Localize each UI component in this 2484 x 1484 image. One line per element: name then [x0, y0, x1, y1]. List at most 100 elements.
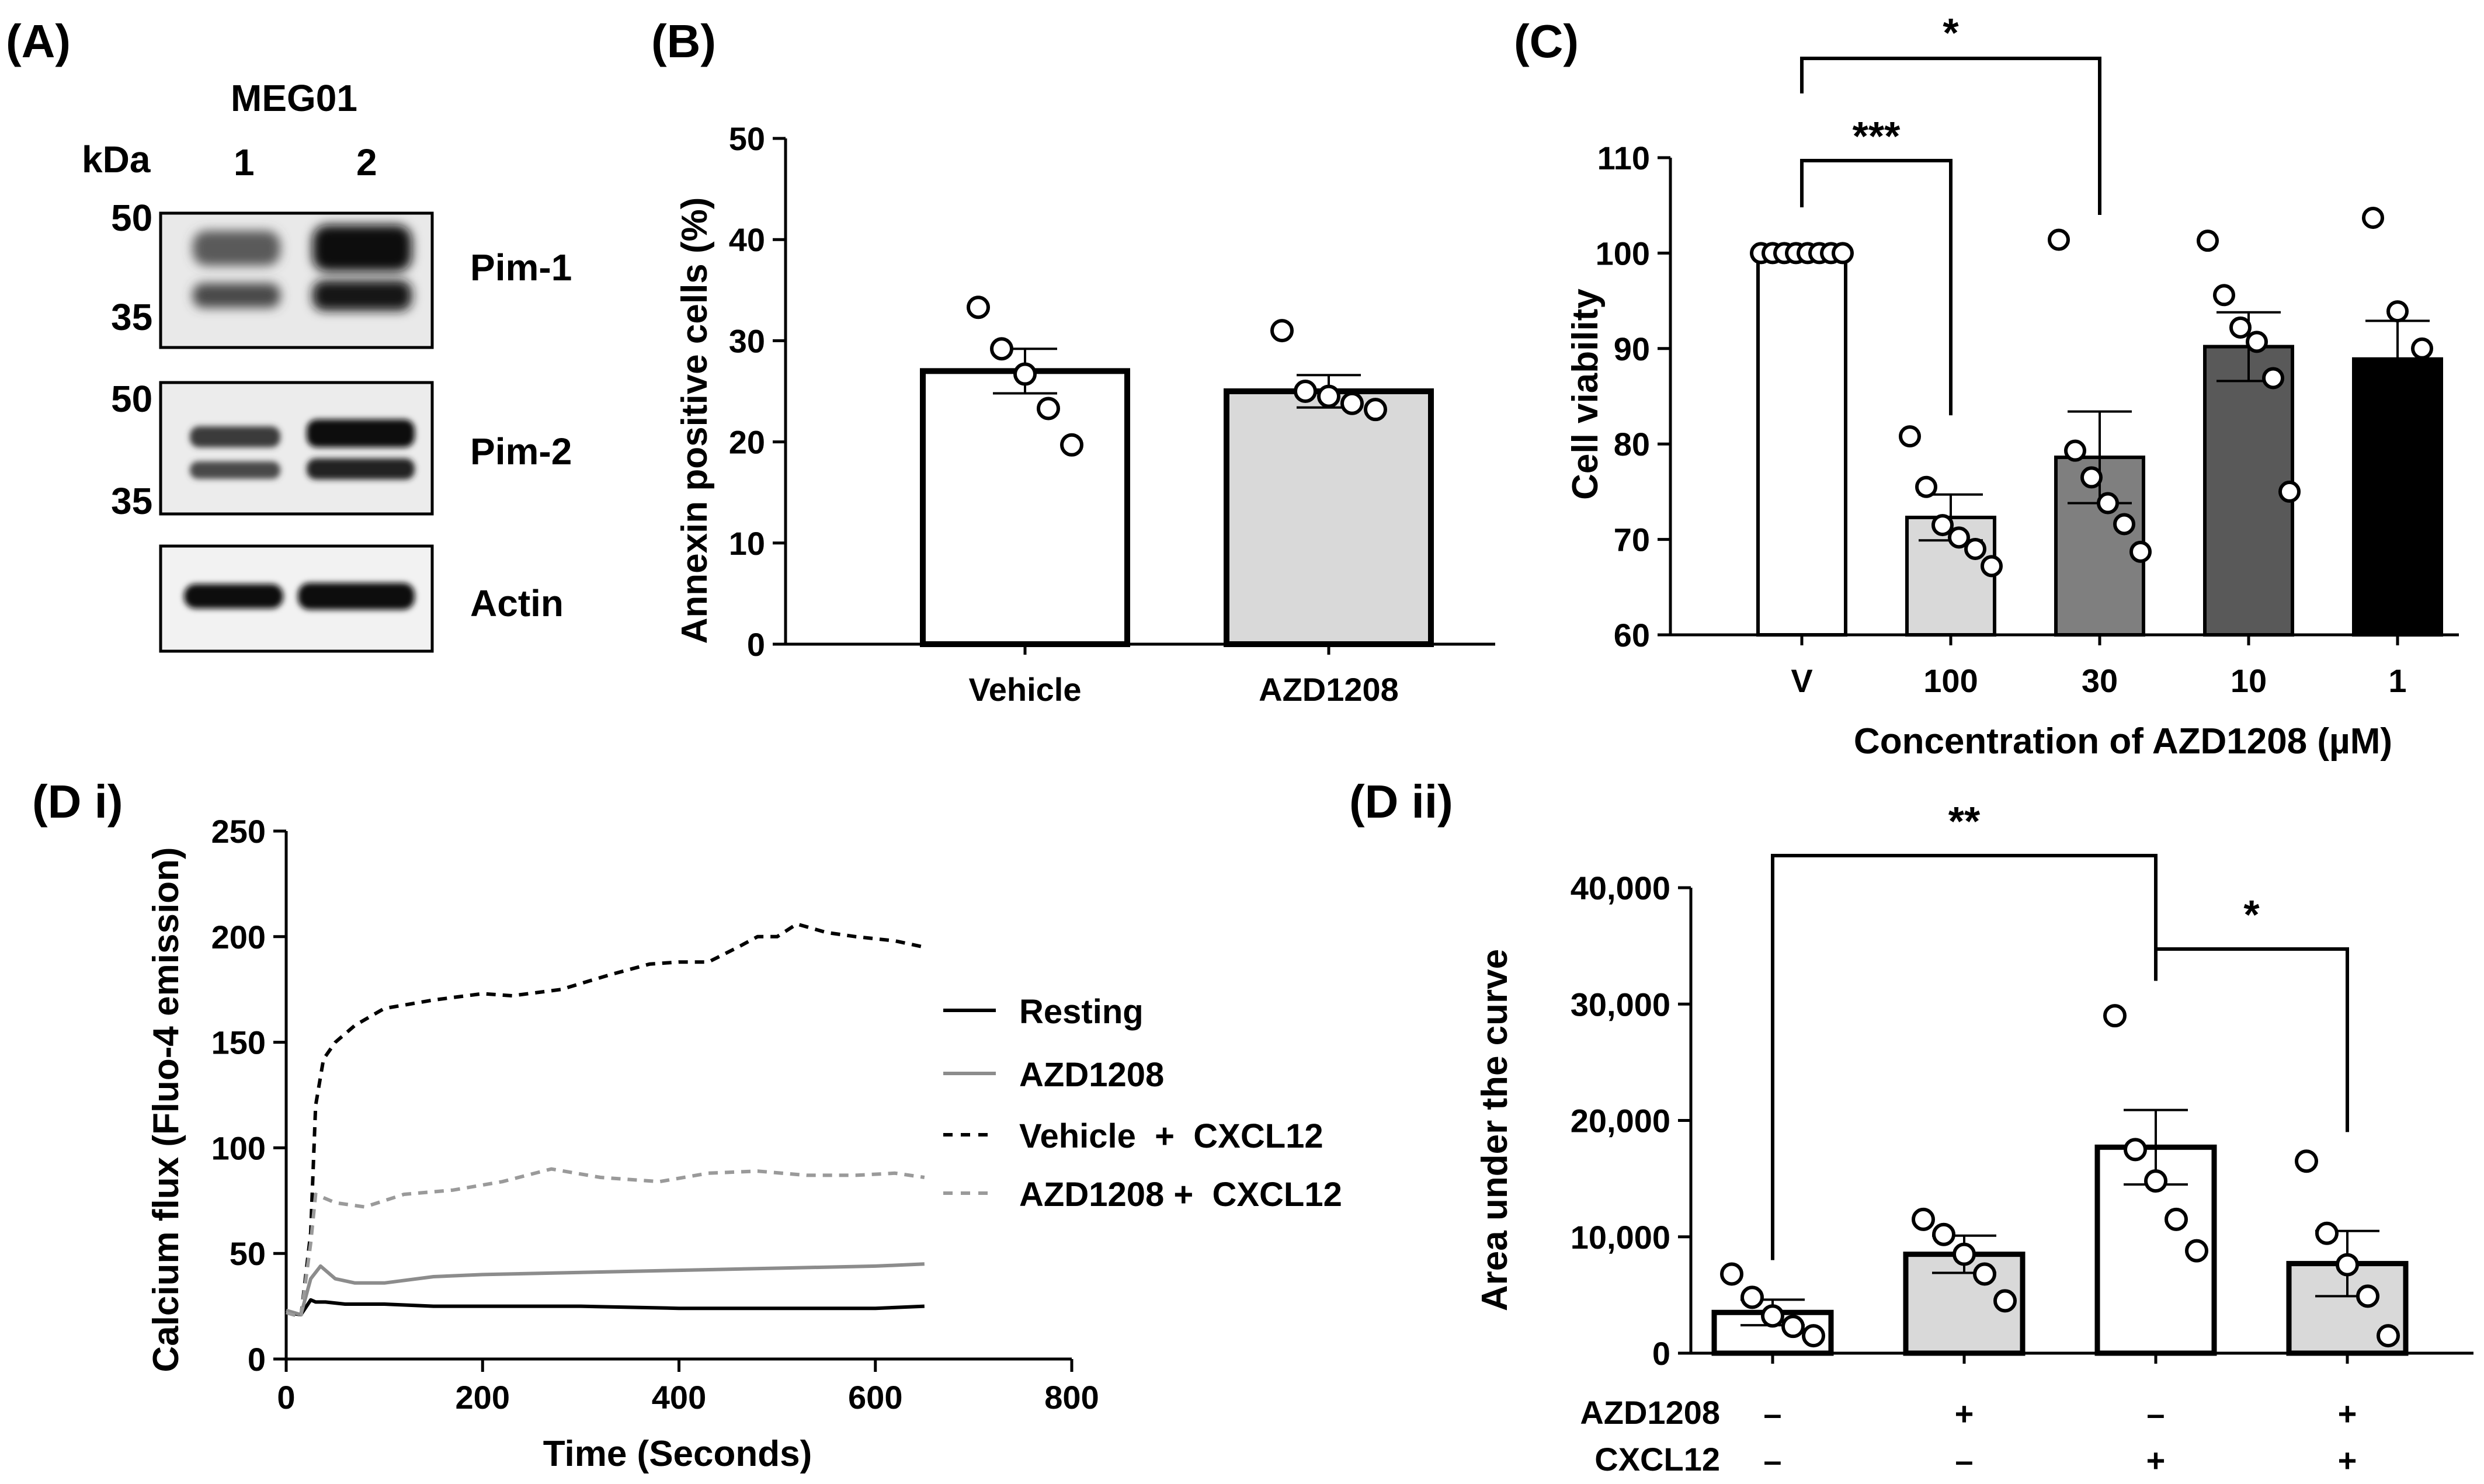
y-tick-label: 10 — [729, 525, 765, 562]
dii-row-label-azd1208: AZD1208 — [1580, 1394, 1720, 1431]
x-tick-label: Vehicle — [968, 671, 1081, 708]
azd1208-sign: – — [1763, 1395, 1781, 1432]
x-tick-label: 800 — [1044, 1379, 1099, 1416]
cell-line-label: MEG01 — [231, 77, 357, 119]
band-label-pim2: Pim-2 — [470, 430, 572, 472]
lane-label-1: 1 — [234, 141, 255, 183]
data-point — [1802, 1324, 1825, 1348]
legend-label-azd1208-cxcl12: AZD1208 + CXCL12 — [1019, 1176, 1342, 1214]
data-point — [2185, 1239, 2208, 1263]
data-point — [1912, 1207, 1935, 1231]
y-tick-label: 60 — [1614, 617, 1650, 654]
panel-a: (A) MEG01 kDa 1 2 50 35 50 35 Pim-1 Pim-… — [6, 15, 572, 653]
y-tick-label: 0 — [747, 626, 765, 663]
cxcl12-sign: + — [2338, 1442, 2357, 1479]
y-tick-label: 50 — [729, 120, 765, 157]
data-point — [2129, 540, 2152, 563]
data-point — [2124, 1138, 2147, 1162]
y-tick-label: 200 — [211, 919, 266, 955]
panel-a-label: (A) — [6, 15, 71, 67]
azd1208-sign: + — [2338, 1395, 2357, 1432]
panel-c: (C) Cell viability Concentration of AZD1… — [1514, 10, 2459, 762]
panel-di-xlabel: Time (Seconds) — [543, 1434, 812, 1474]
panel-di-ylabel: Calcium flux (Fluo-4 emission) — [146, 847, 186, 1372]
significance-bracket — [1771, 854, 2158, 1260]
panel-dii-ylabel: Area under the curve — [1475, 949, 1515, 1311]
panel-dii: (D ii) Area under the curve AZD1208 CXCL… — [1349, 776, 2473, 1479]
kda-label: kDa — [82, 138, 151, 180]
band-label-pim1: Pim-1 — [470, 246, 572, 289]
bar — [920, 368, 1130, 647]
data-point — [1973, 1262, 1996, 1286]
significance-label: ** — [1948, 798, 1981, 844]
panel-c-ylabel: Cell viability — [1565, 289, 1606, 500]
data-point — [2262, 367, 2284, 390]
data-point — [2362, 206, 2384, 229]
y-tick-label: 40,000 — [1571, 870, 1670, 906]
x-tick-label: AZD1208 — [1259, 671, 1399, 708]
y-tick-label: 30 — [729, 322, 765, 359]
cxcl12-sign: + — [2146, 1442, 2166, 1479]
mw-marker-50-top: 50 — [111, 197, 152, 239]
y-tick-label: 250 — [211, 813, 266, 850]
data-point — [2064, 439, 2086, 462]
y-tick-label: 40 — [729, 221, 765, 258]
data-point — [2113, 513, 2135, 536]
bar — [2352, 357, 2443, 637]
significance-label: * — [1943, 10, 1959, 55]
chart-b-plot: 0 10 20 30 40 50 Vehicle AZD1208 — [729, 120, 1495, 708]
data-point — [1294, 380, 1317, 403]
data-point — [2080, 466, 2103, 489]
legend-di: Resting AZD1208 Vehicle + CXCL12 AZD1208… — [943, 993, 1342, 1214]
y-tick-label: 50 — [230, 1235, 266, 1272]
panel-b-label: (B) — [651, 15, 716, 67]
y-tick-label: 110 — [1597, 140, 1650, 176]
x-tick-label: 10 — [2231, 662, 2267, 699]
data-point — [2144, 1169, 2167, 1193]
data-point — [2377, 1324, 2400, 1348]
x-tick-label: 0 — [277, 1379, 295, 1416]
panel-b-ylabel: Annexin positive cells (%) — [675, 197, 715, 644]
data-point — [2336, 1253, 2359, 1277]
x-tick-label: 100 — [1923, 662, 1978, 699]
y-tick-label: 90 — [1614, 331, 1650, 367]
y-tick-label: 70 — [1614, 522, 1650, 558]
mw-marker-35-mid: 35 — [111, 480, 152, 522]
data-point — [1948, 526, 1970, 549]
y-tick-label: 10,000 — [1571, 1219, 1670, 1256]
panel-di: (D i) Calcium flux (Fluo-4 emission) Tim… — [32, 776, 1342, 1474]
panel-c-xlabel: Concentration of AZD1208 (µM) — [1854, 721, 2392, 762]
data-point — [1953, 1242, 1976, 1266]
significance-bracket — [1800, 159, 1953, 416]
data-point — [2229, 316, 2252, 339]
legend-label-resting: Resting — [1019, 993, 1144, 1031]
data-point — [1832, 242, 1854, 265]
data-point — [2197, 230, 2219, 252]
y-tick-label: 0 — [248, 1341, 266, 1378]
y-tick-label: 30,000 — [1571, 986, 1670, 1023]
data-point — [2048, 228, 2070, 251]
significance-bracket — [1800, 57, 2101, 216]
data-point — [1270, 319, 1294, 343]
panel-di-label: (D i) — [32, 776, 123, 828]
y-tick-label: 20,000 — [1571, 1103, 1670, 1139]
legend-label-azd1208: AZD1208 — [1019, 1056, 1164, 1094]
azd1208-sign: + — [1955, 1395, 1974, 1432]
x-tick-label: 30 — [2082, 662, 2118, 699]
data-point — [1915, 475, 1937, 498]
data-point — [1720, 1262, 1743, 1286]
blot-pim2 — [159, 381, 434, 516]
data-point — [1013, 362, 1037, 386]
data-point — [1761, 1304, 1784, 1328]
y-tick-label: 150 — [211, 1024, 266, 1061]
chart-di-plot: 0 50 100 150 200 250 0 200 400 600 800 — [211, 813, 1099, 1416]
blot-actin — [159, 544, 434, 653]
data-point — [1931, 514, 1954, 537]
data-point — [990, 337, 1013, 361]
data-point — [2213, 284, 2235, 307]
series-line-3 — [286, 1167, 925, 1319]
x-tick-label: 1 — [2388, 662, 2406, 699]
data-point — [1037, 397, 1060, 420]
y-tick-label: 100 — [211, 1129, 266, 1166]
